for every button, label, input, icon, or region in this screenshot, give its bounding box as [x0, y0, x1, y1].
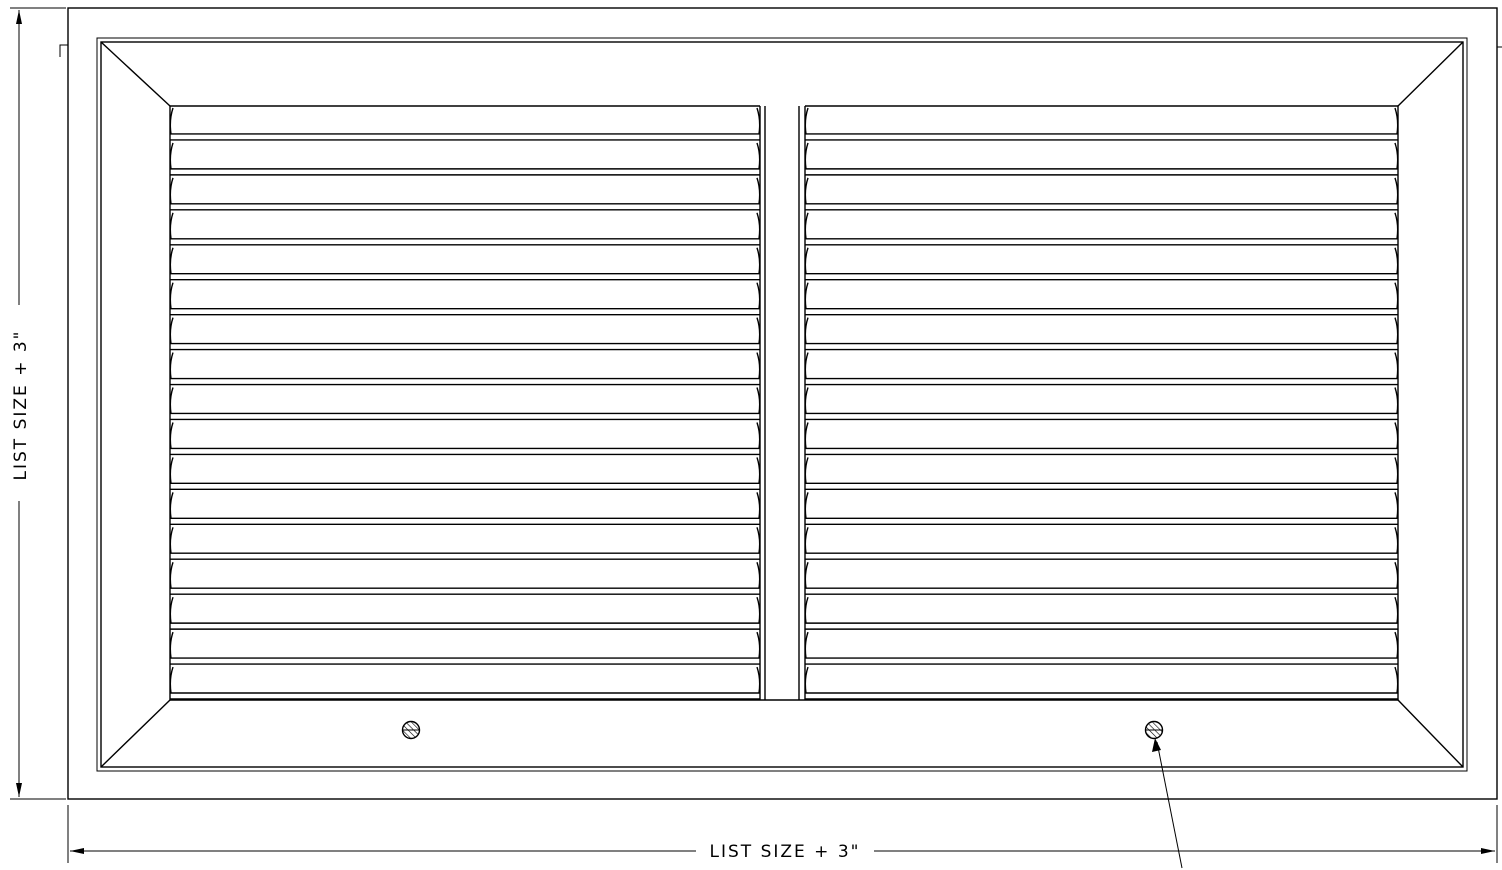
center-mullion [759, 106, 806, 700]
blade-right-1 [804, 107, 1399, 141]
blade-left-1 [169, 107, 761, 141]
blade-left-13 [169, 527, 761, 560]
blade-left-11 [169, 457, 761, 491]
blade-right-17 [804, 666, 1399, 700]
blade-left-7 [169, 317, 761, 351]
leader-arrow [1152, 738, 1183, 869]
blade-right-8 [804, 352, 1399, 386]
blade-left-16 [169, 631, 761, 665]
blade-left-2 [169, 142, 761, 176]
blade-left-10 [169, 422, 761, 456]
blade-right-14 [804, 562, 1399, 595]
blade-left-17 [169, 666, 761, 700]
blade-left-14 [169, 562, 761, 595]
blade-left-8 [169, 352, 761, 386]
height-dimension-label: LIST SIZE + 3" [11, 330, 31, 481]
blade-right-16 [804, 631, 1399, 665]
blade-left-9 [169, 387, 761, 421]
blade-right-7 [804, 317, 1399, 351]
blade-right-12 [804, 492, 1399, 525]
inner-opening [169, 105, 1399, 701]
blade-right-15 [804, 596, 1399, 630]
blade-column-left [169, 107, 761, 700]
blade-right-5 [804, 247, 1399, 281]
blade-left-4 [169, 212, 761, 246]
blade-right-3 [804, 177, 1399, 211]
blade-left-6 [169, 282, 761, 316]
blade-left-5 [169, 247, 761, 281]
blade-right-10 [804, 422, 1399, 456]
blade-right-6 [804, 282, 1399, 316]
outer-frame [59, 7, 1502, 800]
blade-left-3 [169, 177, 761, 211]
blade-left-12 [169, 492, 761, 525]
bevel-lines [100, 41, 1464, 768]
width-dimension-label: LIST SIZE + 3" [710, 842, 861, 862]
width-dimension: LIST SIZE + 3" [67, 805, 1498, 863]
blade-left-15 [169, 596, 761, 630]
height-dimension: LIST SIZE + 3" [10, 7, 66, 800]
blade-right-13 [804, 527, 1399, 560]
fastener-screw-left [401, 720, 421, 740]
blade-right-9 [804, 387, 1399, 421]
blade-column-right [804, 107, 1399, 700]
fastener-screw-right [1144, 720, 1164, 740]
blade-right-11 [804, 457, 1399, 491]
blade-right-4 [804, 212, 1399, 246]
blade-right-2 [804, 142, 1399, 176]
